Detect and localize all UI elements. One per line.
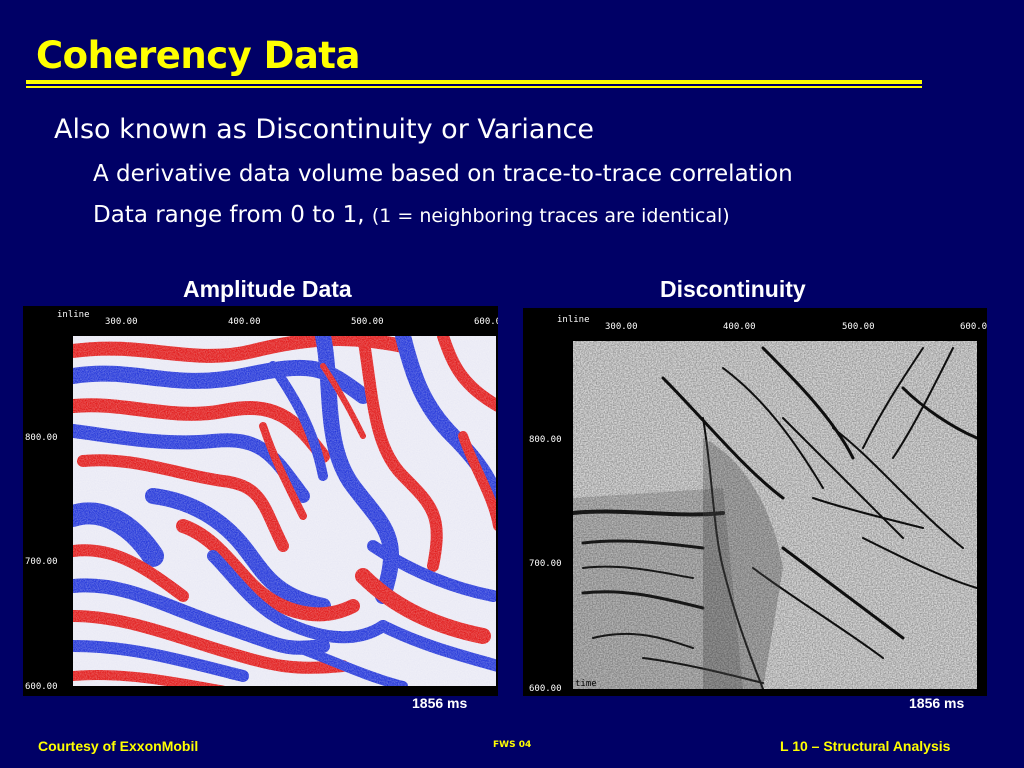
amplitude-ytick: 700.00 [25,557,58,567]
footer-lecture: L 10 – Structural Analysis [780,738,951,754]
range-text: Data range from 0 to 1, [93,202,365,228]
amplitude-ytick: 600.00 [25,682,58,692]
discontinuity-xtick: 300.00 [605,322,638,332]
amplitude-seismic-image: inline 300.00 400.00 500.00 600.00 800.0… [23,306,498,696]
discontinuity-time-axis-label: time [575,679,597,689]
bullet-level2-derivative: A derivative data volume based on trace-… [93,161,793,187]
amplitude-xtick: 600.00 [474,317,498,327]
discontinuity-xtick: 400.00 [723,322,756,332]
slide-title: Coherency Data [36,34,360,77]
discontinuity-xtick: 600.00 [960,322,987,332]
range-note: (1 = neighboring traces are identical) [371,205,730,227]
discontinuity-caption: Discontinuity [660,276,806,302]
discontinuity-xtick: 500.00 [842,322,875,332]
footer-code: FWS 04 [493,740,532,750]
discontinuity-time-label: 1856 ms [909,695,965,711]
title-underline [26,80,922,84]
amplitude-time-label: 1856 ms [412,695,468,711]
amplitude-xtick: 400.00 [228,317,261,327]
amplitude-caption: Amplitude Data [183,276,352,302]
bullet-level2-range: Data range from 0 to 1, (1 = neighboring… [93,202,730,228]
amplitude-xtick: 500.00 [351,317,384,327]
amplitude-xtick: 300.00 [105,317,138,327]
discontinuity-axis-label: inline [557,315,590,325]
amplitude-ytick: 800.00 [25,433,58,443]
title-underline-thin [26,86,922,88]
discontinuity-ytick: 600.00 [529,684,562,694]
bullet-level1: Also known as Discontinuity or Variance [54,114,595,145]
footer-credit: Courtesy of ExxonMobil [38,738,199,754]
discontinuity-ytick: 700.00 [529,559,562,569]
discontinuity-image: inline 300.00 400.00 500.00 600.00 800.0… [523,308,987,696]
discontinuity-ytick: 800.00 [529,435,562,445]
amplitude-axis-label: inline [57,310,90,320]
